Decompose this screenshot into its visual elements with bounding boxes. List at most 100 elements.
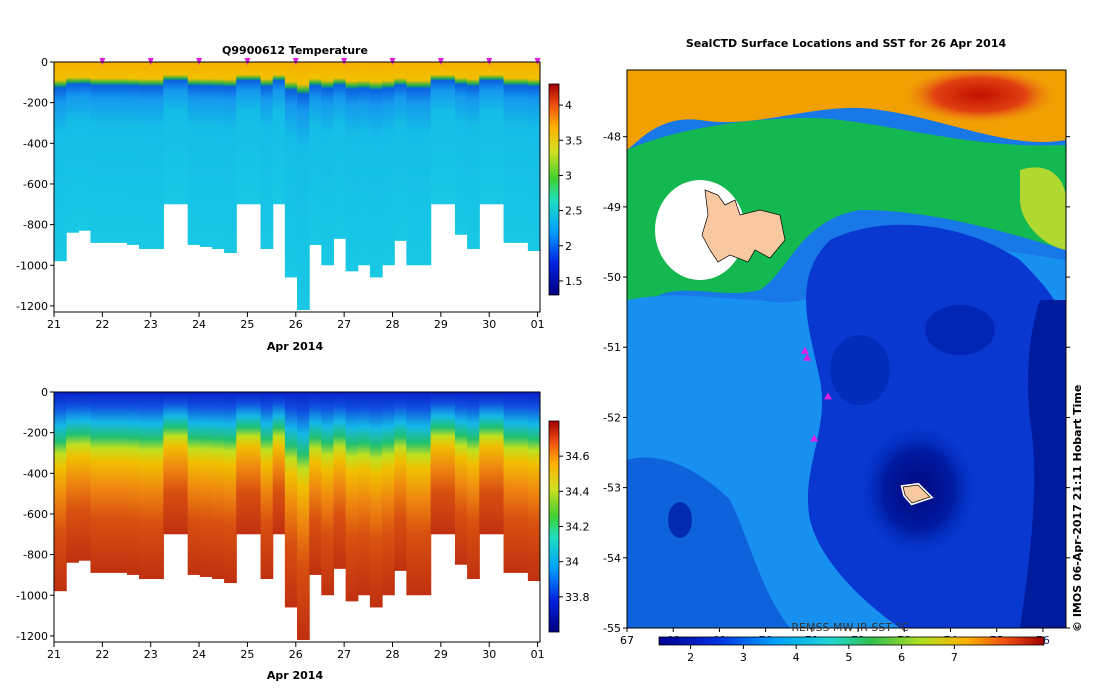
profile-column [236, 392, 249, 535]
profile-column [357, 392, 371, 596]
salinity-x-label: Apr 2014 [267, 669, 324, 682]
profile-column [90, 392, 104, 573]
x-tick-label: 30 [482, 648, 496, 661]
profile-column [406, 62, 420, 266]
colorbar-tick-label: 1.5 [565, 275, 583, 288]
x-tick-label: 24 [192, 648, 206, 661]
profile-column [163, 392, 177, 535]
sst-colorbar-tick-label: 7 [951, 651, 958, 664]
seal-location-markers [800, 346, 833, 442]
y-tick-label: -1200 [16, 300, 48, 313]
profile-column [78, 392, 92, 561]
profile-column [272, 392, 286, 535]
sst-colorbar-tick-label: 5 [845, 651, 852, 664]
profile-column [175, 392, 189, 535]
profile-column [211, 392, 225, 579]
seal-location-marker [824, 392, 833, 400]
sst-colorbar-tick-label: 6 [898, 651, 905, 664]
profile-column [114, 62, 128, 243]
x-tick-label: 28 [386, 318, 400, 331]
profile-column [187, 392, 201, 575]
profile-column [406, 392, 420, 596]
profile-column [515, 392, 529, 573]
profile-column [309, 62, 322, 245]
x-tick-label: 21 [47, 318, 61, 331]
salinity-x-axis: 21 22 23 24 25 26 27 28 29 30 01 [47, 642, 545, 661]
x-tick-label: 27 [337, 318, 351, 331]
seal-location-marker [803, 353, 812, 361]
profile-column [163, 62, 177, 205]
profile-column [199, 392, 213, 577]
profile-column [345, 62, 359, 272]
y-tick-label: -1000 [16, 589, 48, 602]
profile-column [515, 62, 529, 243]
profile-column [260, 392, 274, 579]
profile-column [503, 392, 517, 573]
sst-colorbar-tick-label: 4 [793, 651, 800, 664]
map-y-tick-label: -54 [603, 552, 621, 565]
temperature-profiles [54, 62, 540, 310]
credit-text: © IMOS 06-Apr-2017 21:11 Hobart Time [1071, 385, 1084, 632]
colorbar-tick-label: 33.8 [565, 591, 590, 604]
colorbar-tick-label: 34.4 [565, 485, 590, 498]
y-tick-label: -800 [23, 549, 48, 562]
profile-column [102, 392, 116, 573]
profile-column [345, 392, 359, 602]
salinity-plot-frame [53, 391, 541, 643]
profile-column [151, 392, 164, 579]
profile-column [126, 392, 140, 575]
colorbar-tick-label: 2 [565, 240, 572, 253]
profile-column [54, 62, 67, 262]
x-tick-label: 21 [47, 648, 61, 661]
map-y-tick-label: -52 [603, 411, 621, 424]
profile-column [430, 392, 444, 535]
profile-column [333, 392, 347, 569]
map-y-tick-label: -48 [603, 131, 621, 144]
map-title: SealCTD Surface Locations and SST for 26… [686, 37, 1007, 50]
map-x-tick-label: 67 [620, 634, 634, 647]
profile-column [491, 62, 505, 205]
profile-column [66, 392, 79, 563]
sst-colorbar-ticks: 2 3 4 5 6 7 [687, 645, 958, 664]
profile-column [527, 392, 540, 582]
colorbar-tick-label: 2.5 [565, 205, 583, 218]
profile-column [394, 62, 407, 241]
profile-column [139, 392, 152, 579]
profile-column [454, 392, 468, 565]
map-y-tick-label: -55 [603, 622, 621, 635]
profile-column [187, 62, 201, 245]
profile-column [382, 62, 395, 266]
x-tick-label: 25 [240, 318, 254, 331]
map-y-axis: -48 -49 -50 -51 -52 -53 -54 -55 [603, 131, 1070, 635]
profile-column [199, 62, 213, 247]
x-tick-label: 26 [289, 318, 303, 331]
profile-column [211, 62, 225, 249]
profile-column [491, 392, 505, 535]
x-tick-label: 22 [95, 318, 109, 331]
y-tick-label: -200 [23, 427, 48, 440]
y-tick-label: -600 [23, 508, 48, 521]
profile-column [479, 62, 492, 205]
colorbar-tick-label: 34.6 [565, 450, 590, 463]
colorbar-tick-label: 3 [565, 169, 572, 182]
temperature-panel-title: Q9900612 Temperature [222, 44, 368, 57]
profile-column [102, 62, 116, 243]
map-frame [626, 69, 1067, 629]
temperature-colorbar [548, 83, 560, 296]
seal-location-marker [810, 434, 819, 442]
x-tick-label: 23 [144, 648, 158, 661]
colorbar-tick-label: 34 [565, 556, 579, 569]
profile-column [369, 62, 383, 278]
y-tick-label: 0 [41, 56, 48, 69]
profile-column [224, 392, 237, 584]
profile-column [321, 392, 335, 596]
salinity-y-axis: 0 -200 -400 -600 -800 -1000 -1200 [16, 386, 54, 643]
profile-column [248, 392, 262, 535]
x-tick-label: 25 [240, 648, 254, 661]
temperature-y-axis: 0 -200 -400 -600 -800 -1000 -1200 [16, 56, 54, 313]
x-tick-label: 01 [531, 318, 545, 331]
profile-column [90, 62, 104, 243]
temperature-plot-frame [53, 61, 541, 313]
temperature-x-axis: 21 22 23 24 25 26 27 28 29 30 01 [47, 312, 545, 331]
y-tick-label: -1200 [16, 630, 48, 643]
